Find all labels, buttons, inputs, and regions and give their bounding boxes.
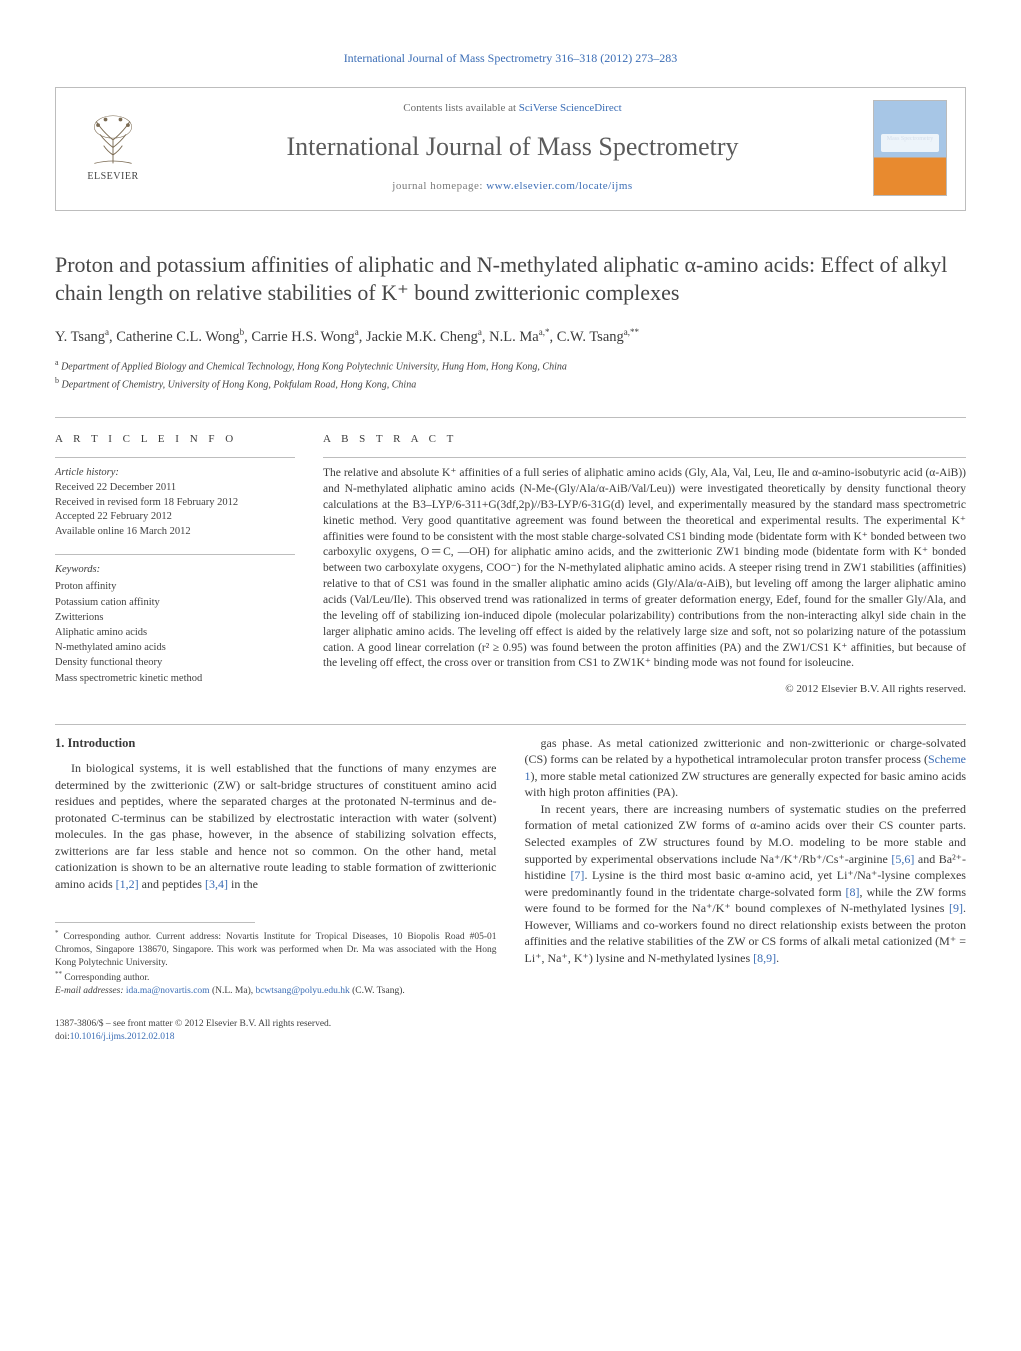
body-paragraph: In recent years, there are increasing nu…	[525, 801, 967, 966]
footnotes: * Corresponding author. Current address:…	[55, 922, 497, 997]
email-who: (N.L. Ma),	[212, 986, 253, 996]
journal-homepage: journal homepage: www.elsevier.com/locat…	[172, 179, 853, 194]
doi-label: doi:	[55, 1032, 70, 1042]
bottom-matter: 1387-3806/$ – see front matter © 2012 El…	[55, 1018, 497, 1045]
elsevier-wordmark: ELSEVIER	[87, 170, 138, 184]
citation-link[interactable]: [1,2]	[116, 877, 139, 891]
footnote-marker: *	[55, 929, 59, 937]
abstract-heading: A B S T R A C T	[323, 432, 966, 447]
citation-link[interactable]: [5,6]	[891, 852, 914, 866]
article-info-column: A R T I C L E I N F O Article history: R…	[55, 418, 295, 698]
keywords-label: Keywords:	[55, 563, 295, 578]
issn-line: 1387-3806/$ – see front matter © 2012 El…	[55, 1018, 497, 1031]
journal-header: ELSEVIER Contents lists available at Sci…	[55, 87, 966, 211]
journal-cover-thumb: Mass Spectrometry	[873, 100, 947, 196]
body-column-right: gas phase. As metal cationized zwitterio…	[525, 735, 967, 1045]
contents-line: Contents lists available at SciVerse Sci…	[172, 101, 853, 116]
footnote: * Corresponding author. Current address:…	[55, 929, 497, 970]
homepage-prefix: journal homepage:	[392, 180, 486, 192]
citation-link[interactable]: [7]	[570, 868, 584, 882]
footnote-text: Corresponding author. Current address: N…	[55, 933, 497, 969]
citation-link[interactable]: [8]	[846, 885, 860, 899]
journal-reference: International Journal of Mass Spectromet…	[55, 50, 966, 67]
section-number: 1.	[55, 736, 64, 750]
affiliations: a Department of Applied Biology and Chem…	[55, 357, 966, 393]
footnote-text: Corresponding author.	[64, 973, 149, 983]
footnote: ** Corresponding author.	[55, 970, 497, 985]
citation-link[interactable]: [8,9]	[753, 951, 776, 965]
abstract-copyright: © 2012 Elsevier B.V. All rights reserved…	[323, 682, 966, 697]
doi-link[interactable]: 10.1016/j.ijms.2012.02.018	[70, 1032, 175, 1042]
footnote-rule	[55, 922, 255, 923]
section-title: Introduction	[68, 736, 136, 750]
article-info-heading: A R T I C L E I N F O	[55, 432, 295, 447]
abstract-text: The relative and absolute K⁺ affinities …	[323, 458, 966, 672]
homepage-link[interactable]: www.elsevier.com/locate/ijms	[486, 180, 632, 192]
citation-link[interactable]: [3,4]	[205, 877, 228, 891]
email-link[interactable]: bcwtsang@polyu.edu.hk	[255, 986, 349, 996]
email-label: E-mail addresses:	[55, 986, 124, 996]
body-paragraph: In biological systems, it is well establ…	[55, 760, 497, 892]
footnote-marker: **	[55, 970, 62, 978]
divider	[55, 724, 966, 725]
cover-caption: Mass Spectrometry	[874, 135, 946, 143]
scidirect-link[interactable]: SciVerse ScienceDirect	[519, 102, 622, 114]
history-label: Article history:	[55, 466, 295, 481]
email-link[interactable]: ida.ma@novartis.com	[126, 986, 210, 996]
citation-link[interactable]: Scheme 1	[525, 752, 967, 783]
contents-prefix: Contents lists available at	[403, 102, 518, 114]
citation-link[interactable]: [9]	[949, 901, 963, 915]
article-title: Proton and potassium affinities of aliph…	[55, 251, 966, 308]
section-heading: 1. Introduction	[55, 735, 497, 752]
email-who: (C.W. Tsang).	[352, 986, 405, 996]
body-paragraph: gas phase. As metal cationized zwitterio…	[525, 735, 967, 801]
elsevier-logo: ELSEVIER	[74, 112, 152, 184]
journal-name: International Journal of Mass Spectromet…	[172, 129, 853, 165]
article-history: Received 22 December 2011Received in rev…	[55, 481, 295, 540]
body-column-left: 1. Introduction In biological systems, i…	[55, 735, 497, 1045]
footnote-emails: E-mail addresses: ida.ma@novartis.com (N…	[55, 985, 497, 998]
keywords-list: Proton affinityPotassium cation affinity…	[55, 579, 295, 686]
authors: Y. Tsanga, Catherine C.L. Wongb, Carrie …	[55, 326, 966, 347]
abstract-column: A B S T R A C T The relative and absolut…	[323, 418, 966, 698]
elsevier-tree-icon	[85, 112, 141, 168]
